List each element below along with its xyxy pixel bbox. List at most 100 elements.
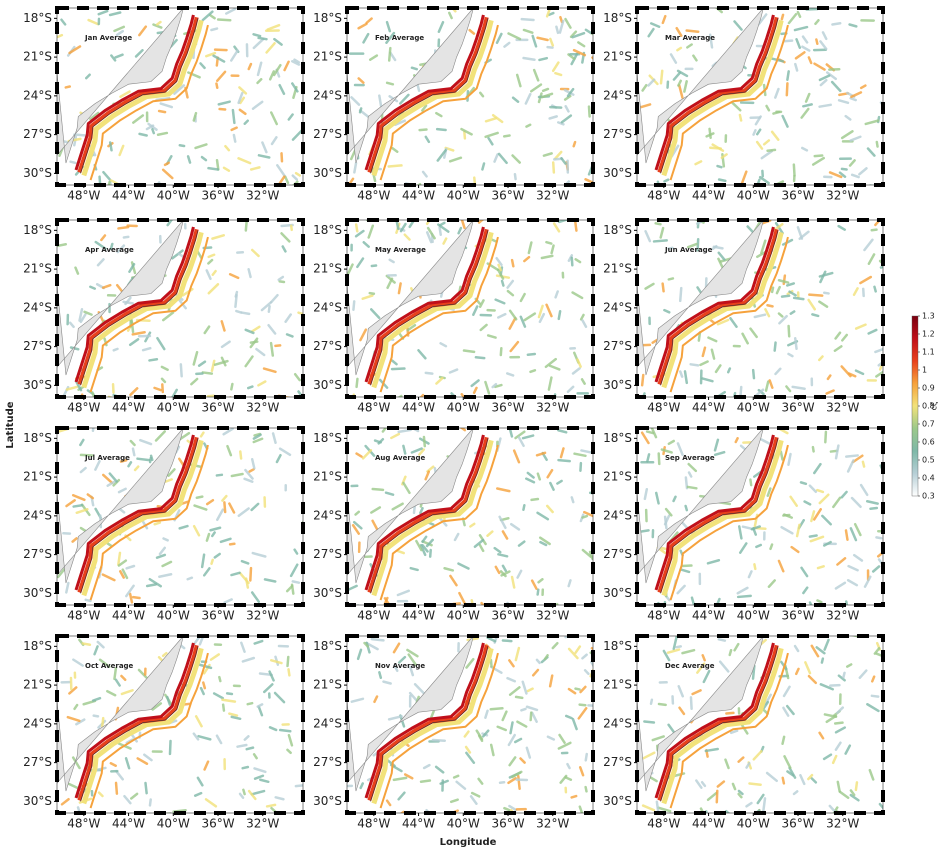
eddy-streak xyxy=(817,490,823,492)
eddy-streak xyxy=(379,96,381,107)
eddy-streak xyxy=(596,453,598,463)
eddy-streak xyxy=(663,284,664,292)
eddy-streak xyxy=(812,314,818,316)
eddy-streak xyxy=(66,87,70,88)
lat-tick-label: 27°S xyxy=(603,547,632,561)
eddy-streak xyxy=(728,369,730,373)
eddy-streak xyxy=(306,173,308,180)
x-axis-label: Longitude xyxy=(440,837,497,848)
lat-tick-label: 30°S xyxy=(603,166,632,180)
colorbar-tick-label: 0.7 xyxy=(922,420,935,429)
eddy-streak xyxy=(872,696,878,697)
lat-tick-label: 27°S xyxy=(313,339,342,353)
eddy-streak xyxy=(412,68,417,69)
eddy-streak xyxy=(71,162,76,163)
eddy-streak xyxy=(569,580,571,586)
eddy-streak xyxy=(787,71,788,79)
lat-tick-label: 18°S xyxy=(23,11,52,25)
eddy-streak xyxy=(665,517,666,528)
eddy-streak xyxy=(842,169,847,170)
lat-tick-label: 30°S xyxy=(313,166,342,180)
eddy-streak xyxy=(572,258,573,265)
lon-tick-label: 40°W xyxy=(157,189,190,203)
lon-tick-label: 32°W xyxy=(826,189,859,203)
lon-tick-label: 48°W xyxy=(647,609,680,623)
panel-title: May Average xyxy=(375,246,426,254)
eddy-streak xyxy=(647,454,649,461)
eddy-streak xyxy=(886,642,891,645)
eddy-streak xyxy=(559,311,560,319)
eddy-streak xyxy=(86,600,91,601)
panel-title: Jun Average xyxy=(664,246,713,254)
eddy-streak xyxy=(292,585,293,594)
eddy-streak xyxy=(530,370,534,372)
panel-title: Aug Average xyxy=(375,454,426,462)
lon-tick-label: 44°W xyxy=(402,401,435,415)
eddy-streak xyxy=(775,343,776,351)
eddy-streak xyxy=(90,287,94,289)
lat-tick-label: 21°S xyxy=(603,678,632,692)
eddy-streak xyxy=(248,387,252,389)
eddy-streak xyxy=(269,306,270,312)
eddy-streak xyxy=(528,354,535,355)
panel-title: Dec Average xyxy=(665,662,715,670)
eddy-streak xyxy=(768,150,775,151)
lat-tick-label: 27°S xyxy=(23,755,52,769)
eddy-streak xyxy=(118,553,120,565)
eddy-streak xyxy=(102,718,103,726)
eddy-streak xyxy=(220,109,226,110)
eddy-streak xyxy=(424,437,425,446)
eddy-streak xyxy=(580,705,586,706)
colorbar-label: cζ xyxy=(930,402,939,411)
lon-tick-label: 48°W xyxy=(67,401,100,415)
eddy-streak xyxy=(387,83,393,84)
colorbar-tick-label: 0.5 xyxy=(922,456,935,465)
eddy-streak xyxy=(784,41,792,42)
eddy-streak xyxy=(216,84,217,88)
lon-tick-label: 36°W xyxy=(201,189,234,203)
eddy-streak xyxy=(164,538,168,540)
eddy-streak xyxy=(815,156,822,157)
eddy-streak xyxy=(150,800,151,806)
eddy-streak xyxy=(515,174,516,179)
eddy-streak xyxy=(782,296,789,297)
eddy-streak xyxy=(549,13,553,15)
eddy-streak xyxy=(237,745,246,747)
eddy-streak xyxy=(64,141,68,142)
eddy-streak xyxy=(575,689,579,690)
eddy-streak xyxy=(100,177,101,184)
lon-tick-label: 48°W xyxy=(647,817,680,831)
lat-tick-label: 21°S xyxy=(23,262,52,276)
lon-tick-label: 36°W xyxy=(201,401,234,415)
eddy-streak xyxy=(389,48,390,60)
colorbar-tick-label: 1.1 xyxy=(922,348,935,357)
eddy-streak xyxy=(372,639,384,640)
eddy-streak xyxy=(83,643,90,644)
lat-tick-label: 18°S xyxy=(23,431,52,445)
lon-tick-label: 36°W xyxy=(781,401,814,415)
eddy-streak xyxy=(58,35,62,37)
eddy-streak xyxy=(680,288,681,301)
colorbar-tick-label: 0.3 xyxy=(922,492,935,501)
eddy-streak xyxy=(795,338,796,349)
lat-tick-label: 21°S xyxy=(603,50,632,64)
eddy-streak xyxy=(813,447,814,451)
lat-tick-label: 24°S xyxy=(603,508,632,522)
eddy-streak xyxy=(657,802,658,811)
eddy-streak xyxy=(504,136,509,137)
eddy-streak xyxy=(491,708,503,709)
eddy-streak xyxy=(158,133,167,135)
eddy-streak xyxy=(140,134,147,136)
eddy-streak xyxy=(306,180,312,182)
eddy-streak xyxy=(288,657,289,666)
eddy-streak xyxy=(289,669,290,675)
lat-tick-label: 21°S xyxy=(23,470,52,484)
eddy-streak xyxy=(597,768,602,770)
eddy-streak xyxy=(718,166,722,167)
eddy-streak xyxy=(476,357,484,358)
eddy-streak xyxy=(642,375,643,385)
eddy-streak xyxy=(753,370,754,378)
